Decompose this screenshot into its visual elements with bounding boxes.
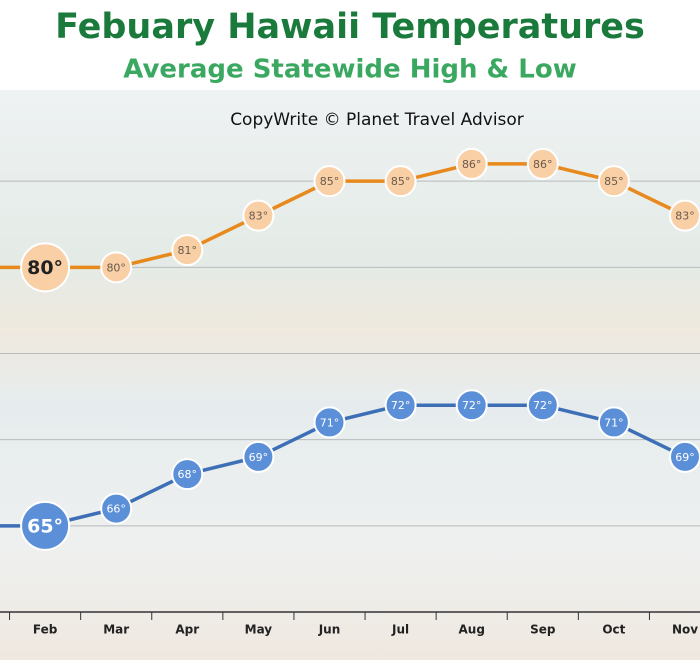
data-point [242,199,275,232]
data-label: 68° [178,468,198,481]
x-tick-label: Jun [318,623,341,637]
photo-background [0,90,700,660]
data-label: 80° [27,257,63,279]
data-point [455,147,488,180]
data-label: 86° [533,158,553,171]
chart-title: Febuary Hawaii Temperatures [55,7,645,47]
data-label: 65° [27,515,63,537]
data-point [100,492,133,525]
data-point [242,440,275,473]
data-label: 72° [533,399,553,412]
data-point [100,251,133,284]
data-label: 80° [106,261,126,274]
data-point [597,406,630,439]
data-point [455,389,488,422]
data-point [669,440,700,473]
data-label: 71° [320,416,340,429]
x-tick-label: Jul [391,623,409,637]
x-tick-label: Feb [33,623,58,637]
data-point [384,389,417,422]
data-label: 83° [675,210,695,223]
data-label: 85° [391,175,411,188]
data-point [171,458,204,491]
plot-area: 80° 80° 81° 83° 85° 85° 86° 86° 85° 83° 65° 66° 68° 6… [0,147,700,551]
data-label: 72° [462,399,482,412]
data-point [597,165,630,198]
data-label: 86° [462,158,482,171]
data-point [20,242,71,293]
annotation: CopyWrite © Planet Travel Advisor [230,110,524,130]
x-tick-label: Mar [103,623,129,637]
data-point [20,500,71,551]
data-label: 69° [249,451,269,464]
data-label: 85° [320,175,340,188]
data-label: 81° [178,244,198,257]
data-label: 66° [106,503,126,516]
x-tick-label: Nov [672,623,698,637]
x-tick-label: Apr [175,623,199,637]
data-label: 71° [604,416,624,429]
x-tick-label: Oct [602,623,625,637]
x-tick-label: May [245,623,273,637]
data-point [313,406,346,439]
x-tick-label: Sep [530,623,556,637]
data-label: 83° [249,210,269,223]
data-point [669,199,700,232]
data-label: 69° [675,451,695,464]
chart-subtitle: Average Statewide High & Low [123,55,576,85]
data-point [171,234,204,267]
data-point [313,165,346,198]
data-label: 85° [604,175,624,188]
x-tick-label: Aug [458,623,484,637]
data-point [526,147,559,180]
data-point [526,389,559,422]
data-label: 72° [391,399,411,412]
data-point [384,165,417,198]
